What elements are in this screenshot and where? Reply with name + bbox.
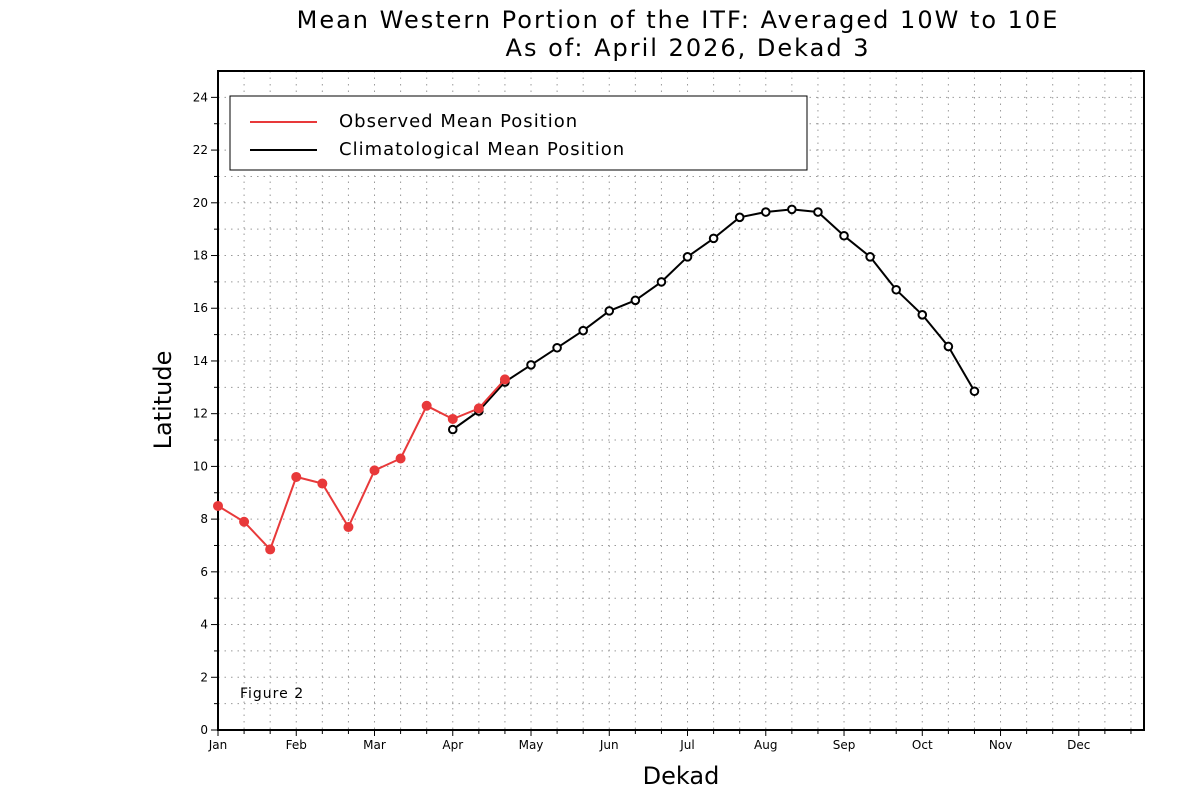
x-tick-label: Mar [363, 738, 386, 752]
climatological-data-point [839, 230, 849, 241]
x-tick-label: Feb [286, 738, 307, 752]
climatological-data-point [552, 342, 562, 353]
legend-label-climatological: Climatological Mean Position [339, 139, 625, 160]
x-axis: Jan Feb Mar Apr May Jun Jul Aug Sep Oct Nov Dec [208, 730, 1132, 752]
legend-box [229, 95, 808, 171]
y-tick-label: 2 [200, 670, 208, 684]
y-tick-label: 22 [193, 143, 208, 157]
climatological-data-point [630, 295, 641, 306]
climatological-data-point [447, 424, 458, 435]
y-tick-label: 24 [193, 90, 208, 104]
observed-data-point [239, 516, 250, 527]
y-tick-label: 0 [200, 723, 208, 737]
observed-data-point [265, 544, 276, 555]
chart-subtitle: As of: April 2026, Dekad 3 [506, 34, 871, 62]
grid [218, 71, 1144, 730]
climatological-data-point [943, 341, 954, 352]
x-tick-label: Nov [989, 738, 1012, 752]
x-tick-label: Jul [679, 738, 694, 752]
chart-title: Mean Western Portion of the ITF: Average… [297, 6, 1060, 34]
climatological-data-point [760, 207, 771, 217]
x-axis-title: Dekad [643, 762, 720, 790]
climatological-data-point [787, 204, 797, 215]
x-tick-label: Jun [599, 738, 619, 752]
y-tick-label: 8 [200, 512, 208, 526]
y-axis-title: Latitude [149, 351, 177, 450]
climatological-data-point [969, 386, 980, 397]
observed-data-point [343, 522, 354, 533]
observed-data-point [213, 500, 223, 511]
figure-label: Figure 2 [240, 686, 304, 702]
observed-data-point [291, 471, 302, 482]
plot-frame [217, 70, 1145, 731]
y-tick-label: 6 [200, 565, 208, 579]
climatological-data-point [526, 360, 536, 370]
climatological-data-point [604, 306, 615, 316]
x-tick-label: Aug [754, 738, 777, 752]
y-tick-label: 12 [193, 407, 208, 421]
x-tick-label: May [519, 738, 544, 752]
legend: Observed Mean Position Climatological Me… [229, 95, 808, 171]
y-tick-label: 14 [193, 354, 208, 368]
climatological-data-point [578, 325, 588, 336]
climatological-data-point [891, 284, 901, 295]
y-tick-label: 10 [193, 459, 208, 473]
observed-data-point [369, 465, 380, 476]
x-tick-label: Apr [442, 738, 463, 752]
climatological-data-point [734, 212, 745, 223]
climatological-data-point [682, 252, 693, 262]
climatological-data-point [917, 310, 928, 320]
observed-data-point [395, 453, 406, 464]
y-tick-label: 20 [193, 196, 208, 210]
observed-data-point [421, 400, 432, 411]
legend-label-observed: Observed Mean Position [339, 111, 578, 132]
observed-data-point [473, 403, 484, 414]
y-tick-label: 16 [193, 301, 208, 315]
observed-data-point [447, 413, 458, 424]
observed-data-point [499, 374, 510, 385]
observed-data-point [317, 478, 328, 489]
climatological-data-point [813, 207, 823, 217]
x-tick-label: Jan [208, 738, 228, 752]
climatological-data-point [865, 252, 875, 262]
series-group [213, 204, 980, 555]
x-tick-label: Oct [912, 738, 933, 752]
y-tick-label: 4 [200, 618, 208, 632]
observed-series-line [217, 378, 506, 551]
climatological-data-point [708, 233, 719, 244]
climatological-data-point [656, 277, 667, 287]
x-tick-label: Sep [833, 738, 856, 752]
x-tick-label: Dec [1067, 738, 1090, 752]
y-tick-label: 18 [193, 249, 208, 263]
